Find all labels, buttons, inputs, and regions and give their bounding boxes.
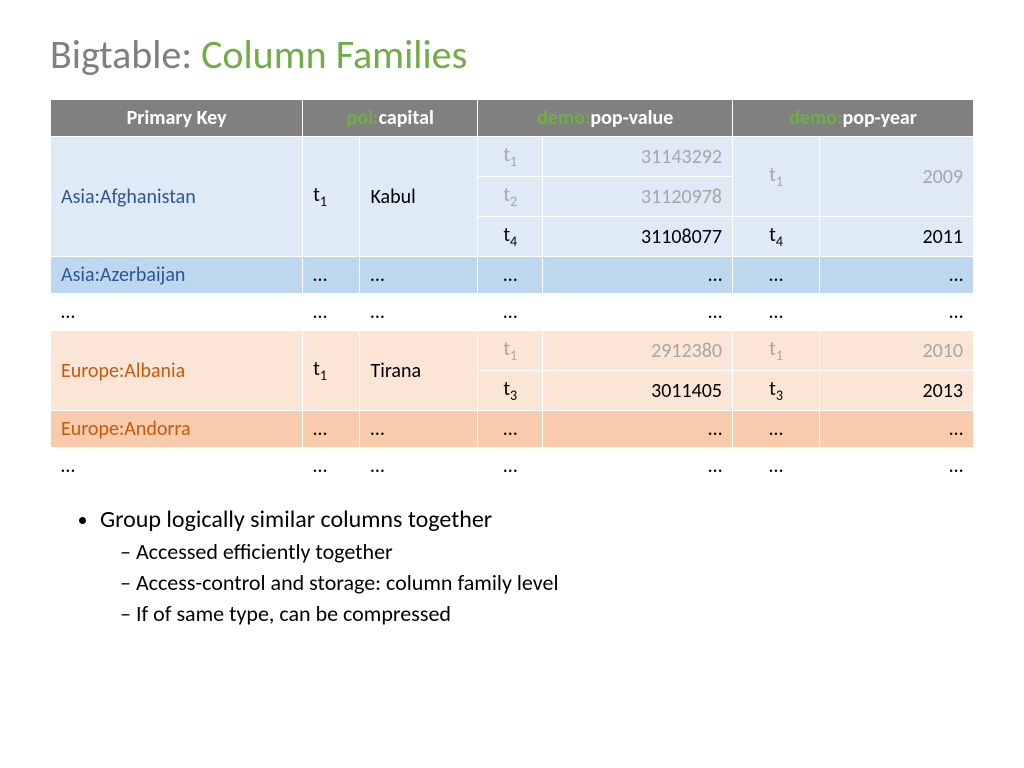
slide-title: Bigtable: Column Families — [50, 30, 974, 79]
cell: … — [303, 448, 360, 485]
cell: … — [478, 448, 543, 485]
cell: … — [733, 448, 820, 485]
cell-py: 2010 — [820, 331, 974, 371]
bullet-subitem: Access-control and storage: column famil… — [140, 569, 974, 596]
cell: … — [360, 411, 478, 448]
header-pol-capital: pol:capital — [303, 100, 478, 137]
cell-py: 2009 — [820, 137, 974, 217]
cell: … — [360, 294, 478, 331]
cell: … — [303, 411, 360, 448]
title-prefix: Bigtable: — [50, 30, 192, 79]
cell: … — [478, 257, 543, 294]
cell-pv-ts: t1 — [478, 331, 543, 371]
header-row: Primary Key pol:capital demo:pop-value d… — [51, 100, 974, 137]
cell-pv: 31120978 — [543, 177, 733, 217]
cell-py: 2013 — [820, 371, 974, 411]
cell: … — [51, 294, 303, 331]
table-row: … … … … … … … — [51, 448, 974, 485]
title-main: Column Families — [201, 30, 467, 79]
cell: … — [543, 411, 733, 448]
bullet-subitem: If of same type, can be compressed — [140, 600, 974, 627]
table-row: Europe:Albania t1 Tirana t1 2912380 t1 2… — [51, 331, 974, 371]
header-demo-pop-value: demo:pop-value — [478, 100, 733, 137]
cell-pv-ts: t3 — [478, 371, 543, 411]
cell: … — [51, 448, 303, 485]
row-key: Asia:Afghanistan — [51, 137, 303, 257]
cell: … — [360, 257, 478, 294]
cell: … — [733, 411, 820, 448]
bullet-list: Group logically similar columns together… — [50, 505, 974, 627]
cell-pv: 31143292 — [543, 137, 733, 177]
cell-cap-ts: t1 — [303, 331, 360, 411]
cell: … — [733, 257, 820, 294]
cell-cap: Tirana — [360, 331, 478, 411]
row-key: Europe:Albania — [51, 331, 303, 411]
cell: … — [478, 411, 543, 448]
table-row: Europe:Andorra … … … … … … — [51, 411, 974, 448]
cell-cap: Kabul — [360, 137, 478, 257]
table-row: … … … … … … … — [51, 294, 974, 331]
cell: … — [543, 448, 733, 485]
row-key: Europe:Andorra — [51, 411, 303, 448]
cell-pv: 2912380 — [543, 331, 733, 371]
cell: … — [543, 257, 733, 294]
cell-pv: 31108077 — [543, 217, 733, 257]
cell-pv-ts: t1 — [478, 137, 543, 177]
table-row: Asia:Azerbaijan … … … … … … — [51, 257, 974, 294]
cell: … — [478, 294, 543, 331]
cell: … — [543, 294, 733, 331]
cell-cap-ts: t1 — [303, 137, 360, 257]
cell-py-ts: t3 — [733, 371, 820, 411]
column-families-table: Primary Key pol:capital demo:pop-value d… — [50, 99, 974, 485]
cell: … — [820, 448, 974, 485]
header-demo-pop-year: demo:pop-year — [733, 100, 974, 137]
bullet-item: Group logically similar columns together — [100, 505, 974, 534]
cell-py-ts: t1 — [733, 137, 820, 217]
cell-pv-ts: t2 — [478, 177, 543, 217]
cell: … — [733, 294, 820, 331]
cell-pv: 3011405 — [543, 371, 733, 411]
header-primary-key: Primary Key — [51, 100, 303, 137]
cell-py-ts: t1 — [733, 331, 820, 371]
row-key: Asia:Azerbaijan — [51, 257, 303, 294]
cell-py: 2011 — [820, 217, 974, 257]
cell: … — [820, 257, 974, 294]
cell: … — [303, 294, 360, 331]
cell-pv-ts: t4 — [478, 217, 543, 257]
cell: … — [303, 257, 360, 294]
cell: … — [820, 294, 974, 331]
cell-py-ts: t4 — [733, 217, 820, 257]
cell: … — [820, 411, 974, 448]
cell: … — [360, 448, 478, 485]
table-row: Asia:Afghanistan t1 Kabul t1 31143292 t1… — [51, 137, 974, 177]
bullet-subitem: Accessed efficiently together — [140, 538, 974, 565]
